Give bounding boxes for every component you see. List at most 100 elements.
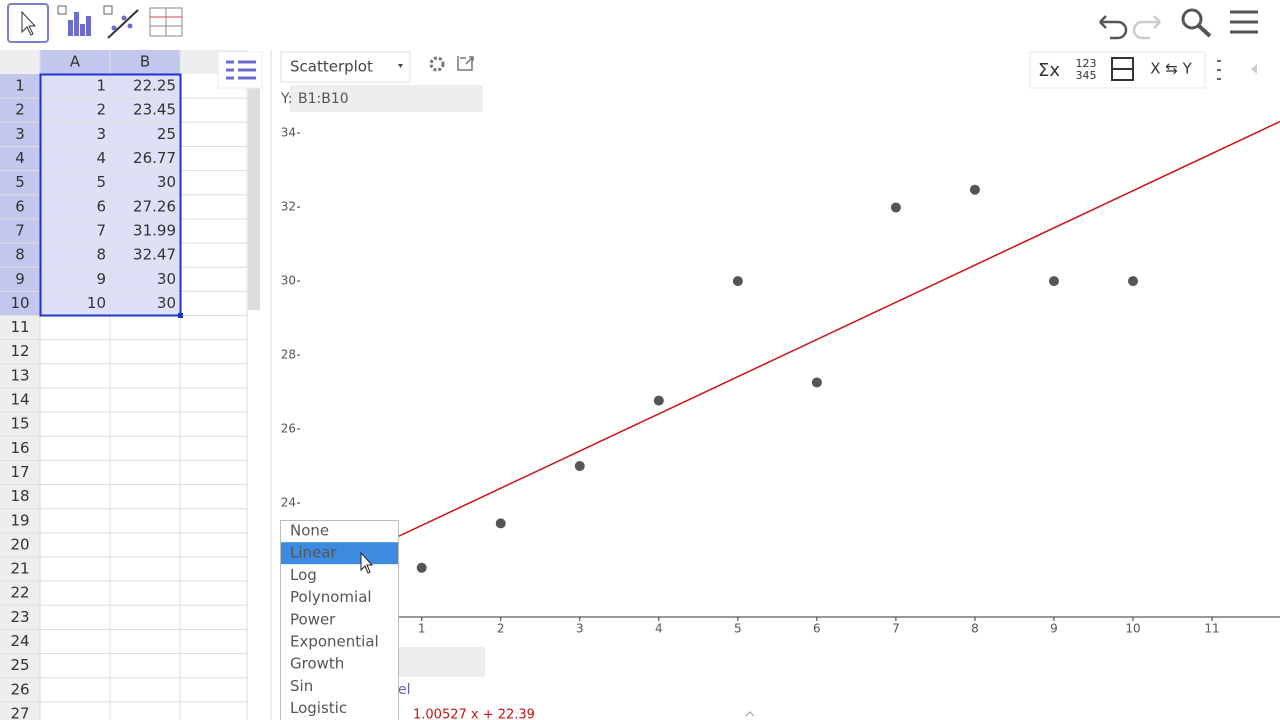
undo-button[interactable] [1099,15,1128,40]
cell: 10 [87,294,106,312]
menu-item[interactable]: Log [290,566,317,584]
swap-xy-button[interactable]: X ⇆ Y [1150,60,1192,78]
source-field[interactable] [290,85,483,112]
x-tick-label: 2 [497,622,505,636]
export-button[interactable] [457,56,474,71]
y-tick-label: 30 [281,274,296,288]
cell: 9 [96,270,106,288]
menu-item[interactable]: Polynomial [290,588,372,606]
row-number: 20 [10,535,29,553]
y-tick-label: 28 [281,348,296,362]
cell: 26.77 [133,149,176,167]
expand-arrow[interactable] [745,711,755,717]
row-number: 15 [10,415,29,433]
row-number: 3 [15,125,25,143]
row-number: 7 [15,221,25,239]
row-number: 9 [15,270,25,288]
two-variable-tool[interactable] [103,5,139,39]
cell: 23.45 [133,101,176,119]
point [574,461,585,472]
y-tick-label: 32 [281,200,296,214]
layout-button[interactable] [1111,57,1134,81]
regression-equation: 1.00527 x + 22.39 [413,708,535,720]
multi-variable-tool[interactable] [149,7,183,37]
stats-button[interactable]: Σx [1038,60,1060,81]
x-tick-label: 3 [576,622,584,636]
row-number: 5 [15,173,25,191]
redo-button[interactable] [1132,15,1161,40]
row-number: 14 [10,391,29,409]
menu-item[interactable]: None [290,522,329,540]
x-tick-label: 5 [734,622,742,636]
x-tick-label: 8 [971,622,979,636]
menu-item[interactable]: Sin [290,677,313,695]
cell: 30 [157,270,176,288]
menu-item[interactable]: Exponential [290,633,379,651]
x-tick-label: 9 [1050,622,1058,636]
row-number: 1 [15,77,25,95]
point [969,184,980,195]
point [653,395,664,406]
menu-item[interactable]: Linear [290,544,337,562]
cell: 27.26 [133,197,176,215]
row-number: 21 [10,560,29,578]
cell: 31.99 [133,221,176,239]
row-number: 4 [15,149,25,167]
x-tick-label: 11 [1204,622,1219,636]
row-number: 22 [10,584,29,602]
row-number: 2 [15,101,25,119]
x-tick-label: 10 [1125,622,1140,636]
menu-item[interactable]: Growth [290,655,344,673]
row-number: 19 [10,511,29,529]
cursor-icon [21,10,37,36]
x-tick-label: 6 [813,622,821,636]
scrollbar[interactable] [248,74,260,310]
plot-type: Scatterplot [290,58,373,76]
source-label: Y: [280,91,292,107]
data-button-top[interactable]: 123 [1076,57,1097,70]
y-tick-label: 24 [281,496,296,510]
cell: 32.47 [133,246,176,264]
column-header: A [70,53,81,71]
fill-handle[interactable] [178,313,183,318]
cell: 3 [96,125,106,143]
search-button[interactable] [1181,8,1212,38]
regression-area: el 1.00527 x + 22.39 [398,647,755,720]
point [890,202,901,213]
collapse-button[interactable] [1251,64,1257,74]
settings-button[interactable] [429,56,445,72]
cell: 1 [96,77,106,95]
toolbar-bg [0,0,1280,46]
point [495,518,506,529]
spreadsheet [0,50,260,720]
row-number: 13 [10,366,29,384]
model-label: el [398,682,411,698]
row-number: 12 [10,342,29,360]
menu-item[interactable]: Power [290,610,336,628]
data-button-bottom[interactable]: 345 [1076,69,1097,82]
source: B1:B10 [298,91,349,107]
row-number: 11 [10,318,29,336]
selection-border [39,73,182,317]
one-variable-tool[interactable] [57,5,91,36]
cell: 30 [157,294,176,312]
regression-menu: None Linear Log Polynomial Power Exponential G… [280,520,399,720]
stats-panel: Scatterplot Σx 123 345 X ⇆ Y Y: B1:B10 [217,51,1257,112]
menu-highlight [281,542,398,565]
plot-type-dropdown[interactable] [280,51,411,83]
model-field[interactable] [398,647,485,677]
panel-toggle[interactable] [217,51,263,89]
x-tick-label: 1 [418,622,426,636]
cell: 22.25 [133,77,176,95]
menu-button[interactable] [1230,10,1258,34]
row-number: 23 [10,608,29,626]
cell: 5 [96,173,106,191]
cell: 2 [96,101,106,119]
row-number: 25 [10,656,29,674]
x-tick-label: 7 [892,622,900,636]
dropdown-arrow [398,64,403,68]
column-header: B [140,53,150,71]
menu-item[interactable]: Logistic [290,699,347,717]
